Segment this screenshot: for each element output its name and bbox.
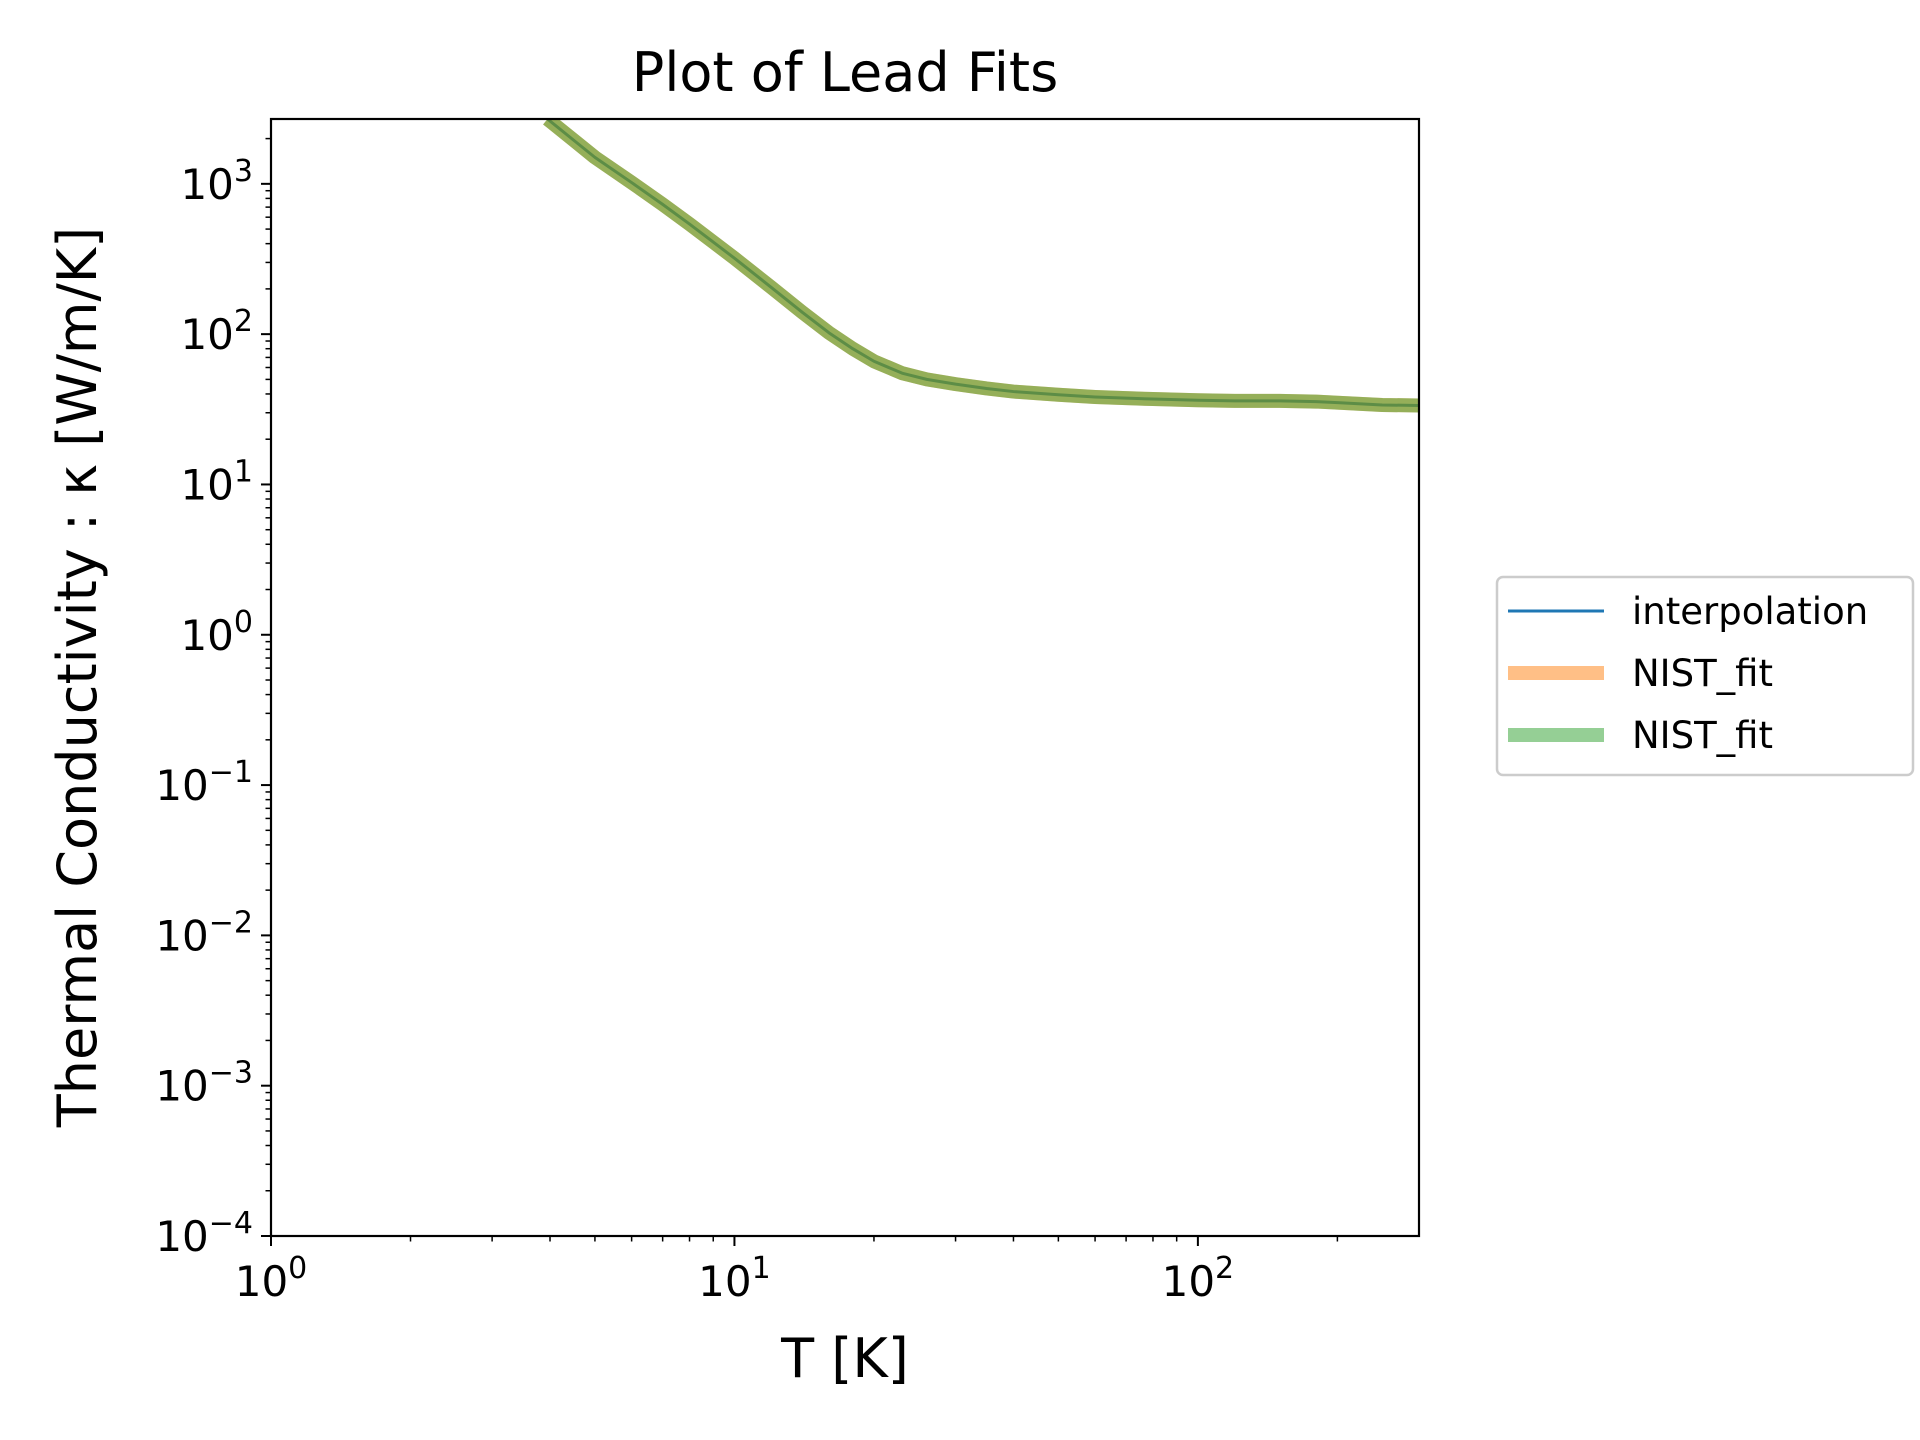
y-tick-label: 10−4: [155, 1206, 253, 1261]
plot-frame: [269, 117, 1421, 1238]
y-tick-label: 103: [180, 154, 253, 209]
legend-label-0: interpolation: [1632, 590, 1868, 633]
plot-area: [271, 119, 1419, 1236]
y-tick-labels: 10−4 10−3 10−2 10−1 100 101 102 103: [155, 154, 253, 1261]
series-line-2: [543, 119, 1419, 413]
x-axis-label: T [K]: [780, 1327, 909, 1390]
legend-label-1: NIST_fit: [1632, 652, 1773, 695]
chart-title: Plot of Lead Fits: [632, 41, 1059, 104]
y-tick-label: 101: [180, 454, 253, 509]
y-tick-label: 102: [180, 304, 253, 359]
legend: interpolation NIST_fit NIST_fit: [1495, 575, 1915, 777]
y-tick-label: 10−2: [155, 905, 253, 960]
x-tick-label: 101: [698, 1251, 771, 1306]
major-ticks: [261, 182, 1199, 1246]
data-lines: [543, 119, 1419, 413]
x-tick-labels: 100 101 102: [235, 1251, 1234, 1306]
x-tick-label: 102: [1162, 1251, 1235, 1306]
y-axis-label: Thermal Conductivity : κ [W/m/K]: [46, 227, 109, 1128]
legend-frame: [1495, 575, 1915, 777]
y-tick-label: 10−1: [155, 755, 253, 810]
legend-label-2: NIST_fit: [1632, 714, 1773, 757]
y-tick-label: 10−3: [155, 1056, 253, 1111]
y-tick-label: 100: [180, 605, 253, 660]
x-tick-label: 100: [235, 1251, 308, 1306]
